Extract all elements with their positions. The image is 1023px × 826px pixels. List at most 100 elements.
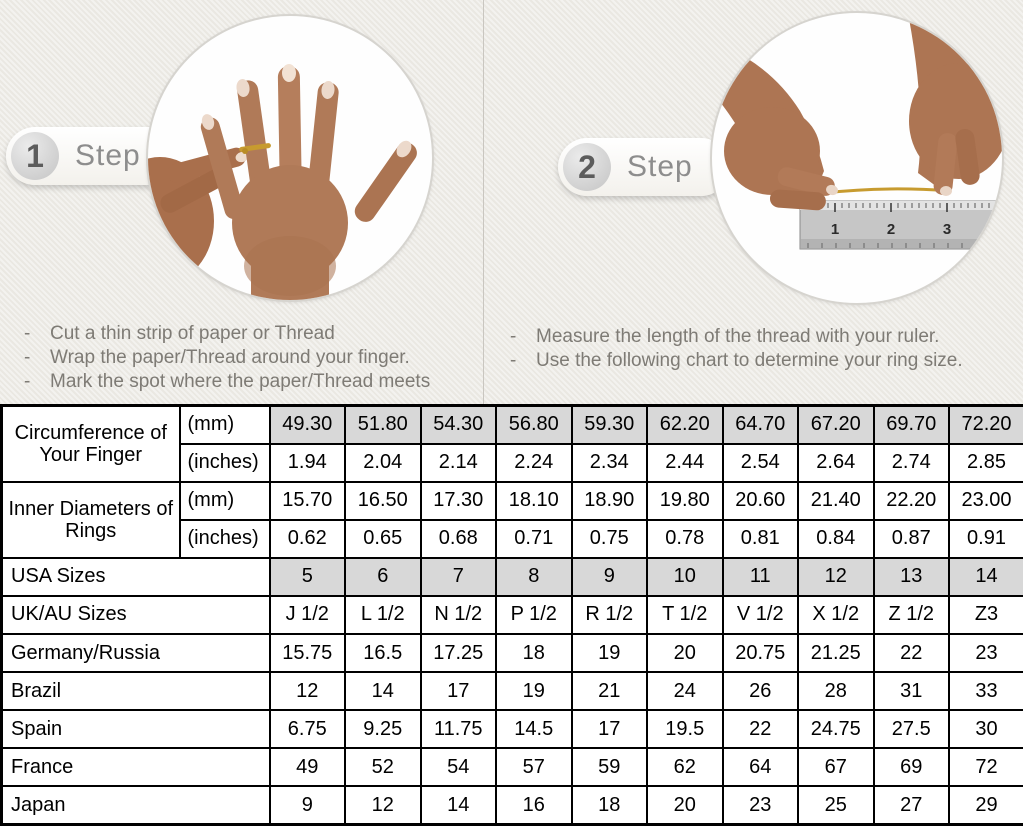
row-label-cell: USA Sizes	[0, 556, 271, 597]
value-cell: 54	[419, 747, 497, 788]
value-cell: 69	[872, 747, 950, 788]
value-cell: V 1/2	[721, 594, 799, 635]
value-cell: 17.30	[419, 480, 497, 521]
ruler-number-3: 3	[943, 221, 951, 238]
value-cell: 22	[721, 709, 799, 750]
bullet-dash: -	[24, 371, 31, 392]
value-cell: 23	[948, 632, 1023, 674]
table-row: Brazil 12 14 17 19 21 24 26 28 31 33	[0, 671, 1023, 712]
step-1-instructions: - Cut a thin strip of paper or Thread - Wra…	[18, 322, 483, 394]
value-cell: 15.70	[268, 480, 346, 521]
value-cell: 0.68	[419, 518, 497, 559]
value-cell: T 1/2	[646, 594, 724, 635]
value-cell: 72	[948, 747, 1023, 788]
ring-size-table: Circumference of Your Finger (mm) 49.30 51.…	[0, 404, 1023, 826]
instruction-line: - Cut a thin strip of paper or Thread	[18, 322, 483, 346]
instruction-line: - Use the following chart to determine yo…	[504, 349, 1022, 373]
value-cell: 57	[495, 747, 573, 788]
value-cell: 67.20	[797, 404, 875, 445]
value-cell: 31	[872, 671, 950, 712]
bullet-dash: -	[510, 350, 517, 371]
value-cell: 0.78	[646, 518, 724, 559]
instruction-text: Use the following chart to determine you…	[536, 350, 963, 371]
value-cell: J 1/2	[268, 594, 346, 635]
value-cell: 0.75	[570, 518, 648, 559]
value-cell: 23.00	[948, 480, 1023, 521]
value-cell: 67	[797, 747, 875, 788]
step-1-label: Step	[75, 139, 141, 172]
value-cell: 19	[495, 671, 573, 712]
instruction-line: - Mark the spot where the paper/Thread me…	[18, 370, 483, 394]
value-cell: 0.84	[797, 518, 875, 559]
value-cell: 12	[344, 785, 422, 826]
value-cell: 18.90	[570, 480, 648, 521]
value-cell: 64.70	[721, 404, 799, 445]
value-cell: 7	[419, 556, 497, 597]
table-row: Spain 6.75 9.25 11.75 14.5 17 19.5 22 24.75 27.5 3…	[0, 709, 1023, 750]
value-cell: Z 1/2	[872, 594, 950, 635]
value-cell: 0.71	[495, 518, 573, 559]
value-cell: 0.91	[948, 518, 1023, 559]
value-cell: X 1/2	[797, 594, 875, 635]
value-cell: 51.80	[344, 404, 422, 445]
unit-cell: (mm)	[178, 404, 271, 445]
value-cell: 2.64	[797, 442, 875, 483]
instruction-text: Measure the length of the thread with yo…	[536, 326, 940, 347]
value-cell: 19.5	[646, 709, 724, 750]
value-cell: 14.5	[495, 709, 573, 750]
value-cell: 0.87	[872, 518, 950, 559]
value-cell: 5	[268, 556, 346, 597]
value-cell: 2.04	[344, 442, 422, 483]
vertical-divider	[483, 0, 484, 404]
value-cell: 20	[646, 785, 724, 826]
value-cell: 2.74	[872, 442, 950, 483]
value-cell: 69.70	[872, 404, 950, 445]
row-label-cell: Japan	[0, 785, 271, 826]
value-cell: 2.34	[570, 442, 648, 483]
value-cell: 9	[570, 556, 648, 597]
table-row: Japan 9 12 14 16 18 20 23 25 27 29	[0, 785, 1023, 826]
ruler-number-1: 1	[831, 221, 839, 238]
value-cell: 59	[570, 747, 648, 788]
value-cell: 23	[721, 785, 799, 826]
value-cell: 25	[797, 785, 875, 826]
instruction-text: Wrap the paper/Thread around your finger…	[50, 347, 410, 368]
value-cell: 11	[721, 556, 799, 597]
value-cell: 2.44	[646, 442, 724, 483]
table-row: USA Sizes 5 6 7 8 9 10 11 12 13 14	[0, 556, 1023, 597]
value-cell: 27.5	[872, 709, 950, 750]
size-table-body: Circumference of Your Finger (mm) 49.30 51.…	[0, 404, 1023, 826]
value-cell: 22.20	[872, 480, 950, 521]
step-2-instructions: - Measure the length of the thread with y…	[504, 325, 1022, 373]
value-cell: 17	[419, 671, 497, 712]
value-cell: 14	[948, 556, 1023, 597]
table-row: Inner Diameters of Rings (mm) 15.70 16.50 17…	[0, 480, 1023, 559]
ruler-number-2: 2	[887, 221, 895, 238]
value-cell: 21.40	[797, 480, 875, 521]
table-row: (inches) 1.94 2.04 2.14 2.24 2.34 2.44 2.54 2.64…	[2, 442, 1023, 483]
row-label-cell: Circumference of Your Finger	[0, 404, 181, 483]
value-cell: 8	[495, 556, 573, 597]
value-cell: 64	[721, 747, 799, 788]
value-cell: 19	[570, 632, 648, 674]
bullet-dash: -	[24, 323, 31, 344]
unit-cell: (inches)	[178, 442, 271, 483]
table-row: France 49 52 54 57 59 62 64 67 69 72	[0, 747, 1023, 788]
value-cell: 16.50	[344, 480, 422, 521]
value-cell: 49	[268, 747, 346, 788]
bullet-dash: -	[510, 326, 517, 347]
value-cell: 14	[419, 785, 497, 826]
value-cell: 21.25	[797, 632, 875, 674]
value-cell: 26	[721, 671, 799, 712]
value-cell: 17.25	[419, 632, 497, 674]
value-cell: 18	[495, 632, 573, 674]
row-label-cell: Brazil	[0, 671, 271, 712]
instruction-text: Cut a thin strip of paper or Thread	[50, 323, 335, 344]
value-cell: R 1/2	[570, 594, 648, 635]
value-cell: 62	[646, 747, 724, 788]
value-cell: P 1/2	[495, 594, 573, 635]
value-cell: 11.75	[419, 709, 497, 750]
step-2-badge: 2 Step	[558, 138, 730, 196]
step-1-number: 1	[11, 132, 59, 180]
value-cell: 18	[570, 785, 648, 826]
